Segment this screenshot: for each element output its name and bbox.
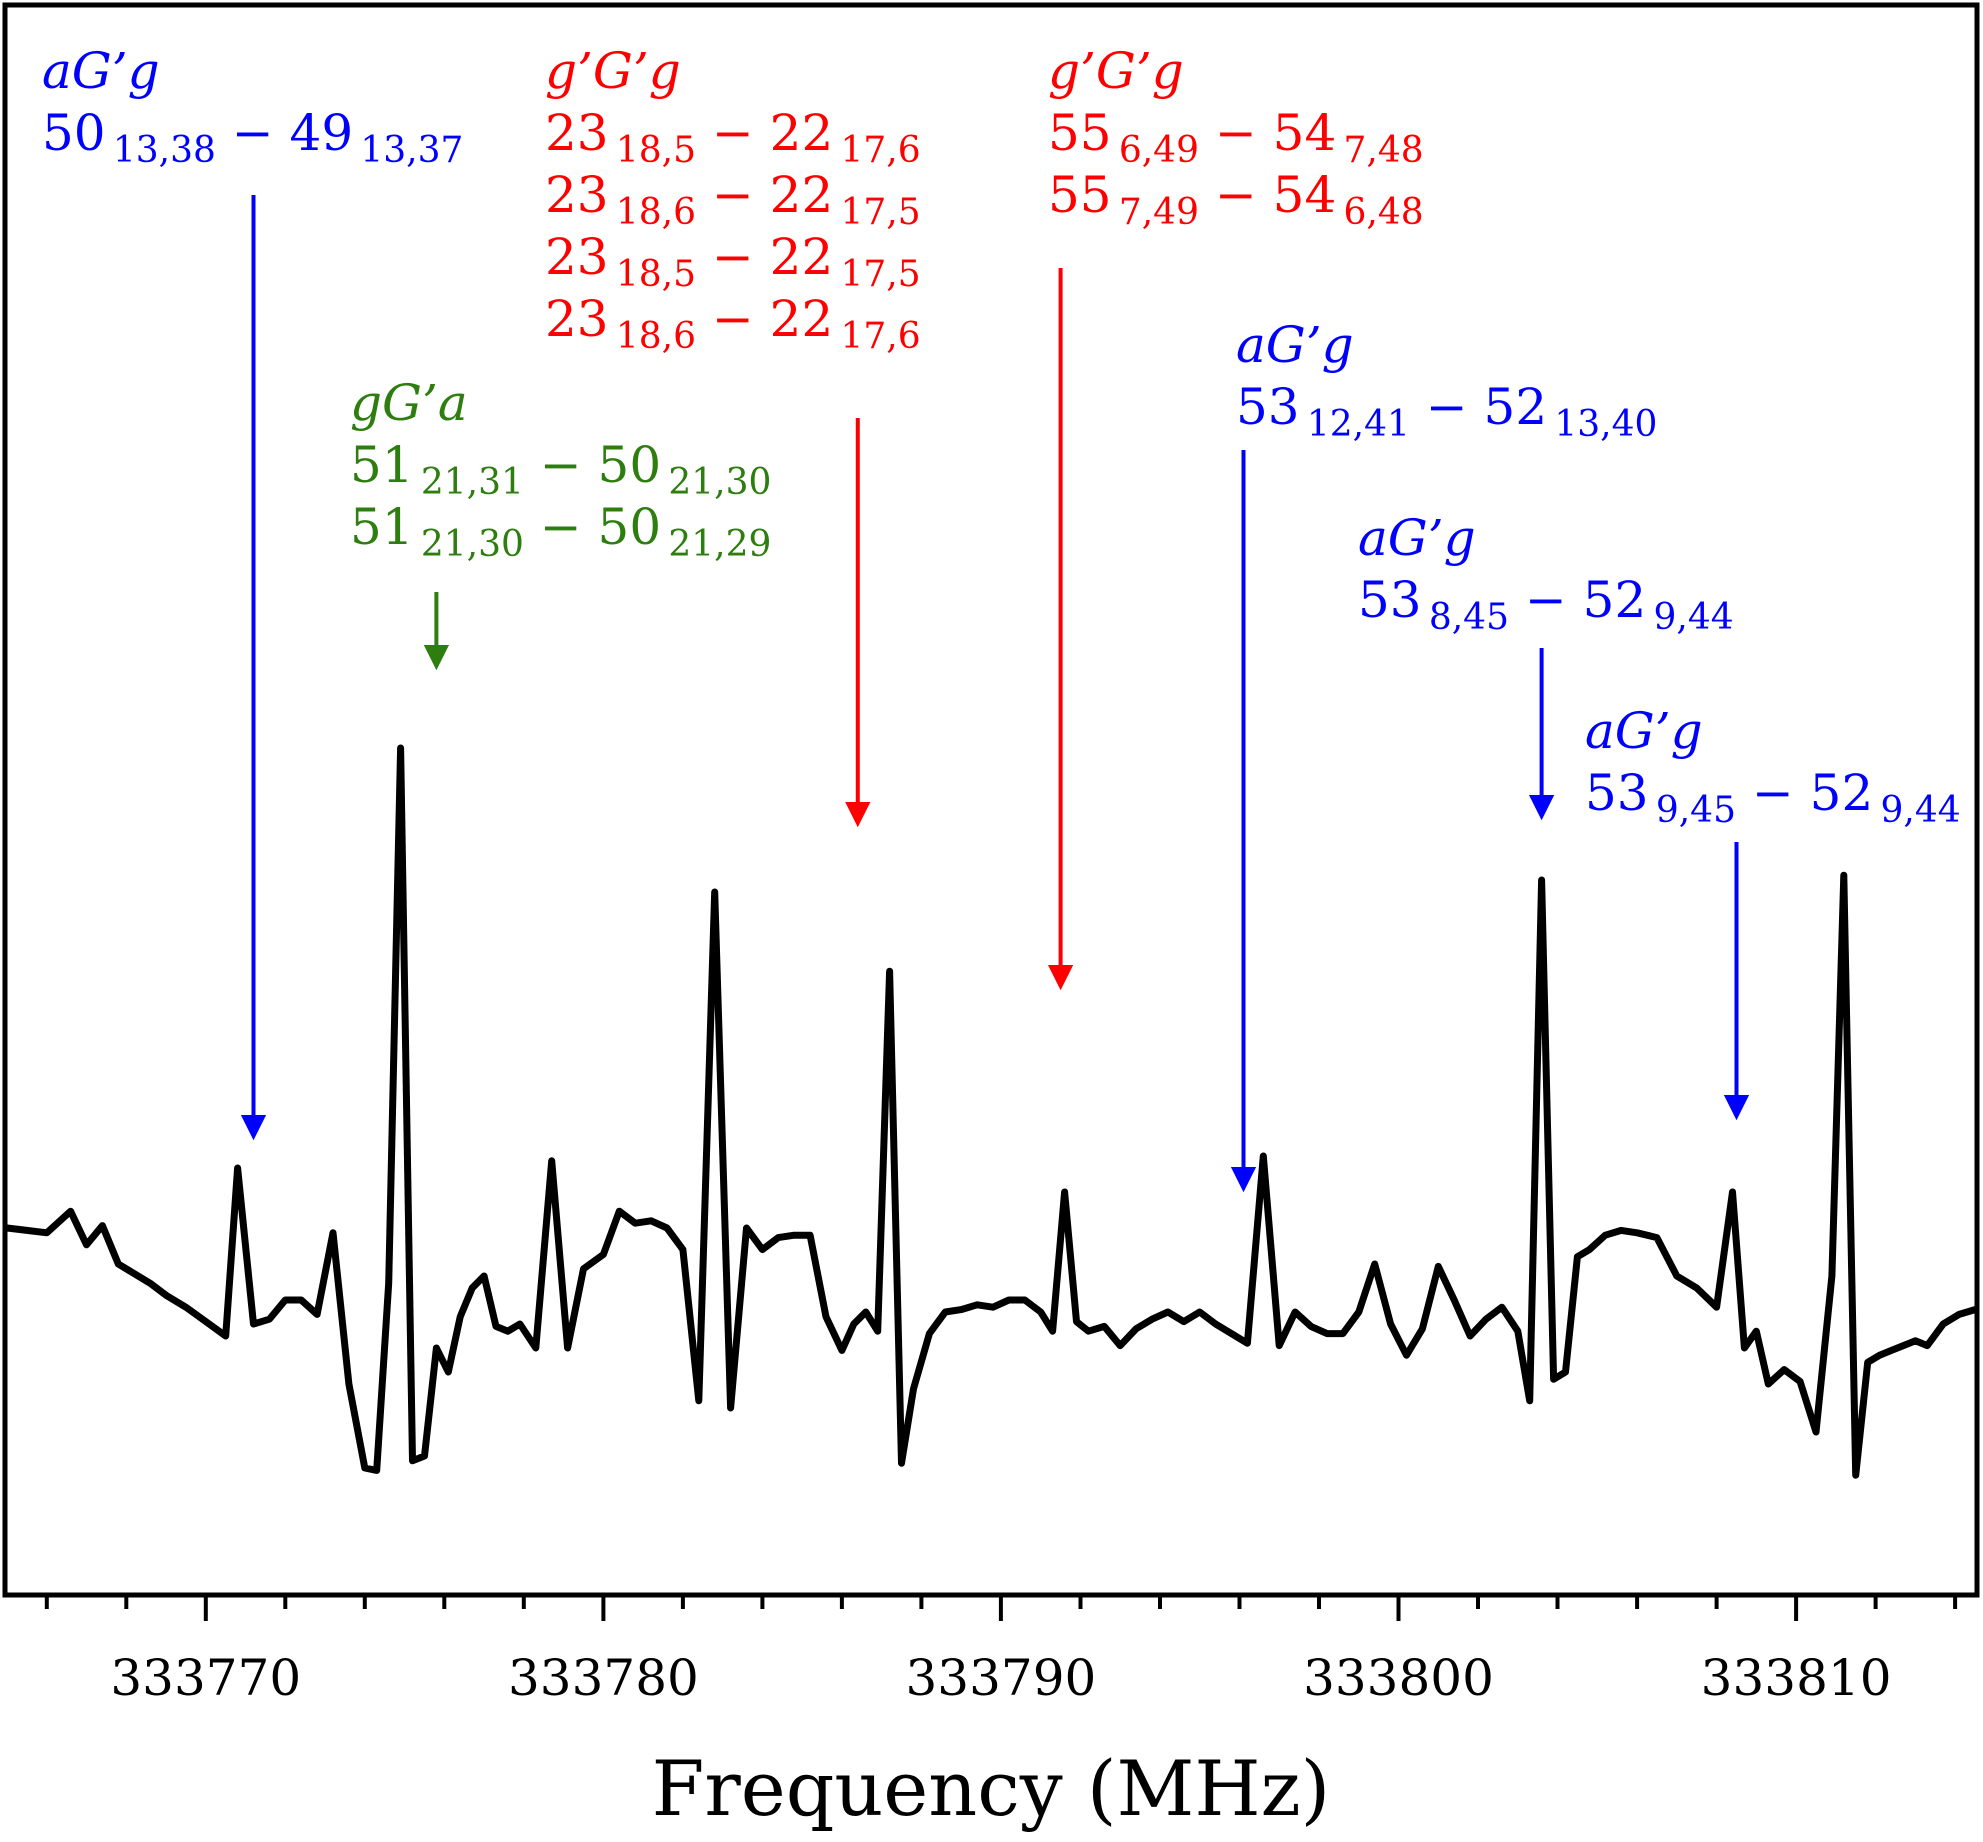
conformer-label: aG’g [1585, 702, 1703, 760]
arrow-head [240, 1115, 267, 1141]
transition-label: 50 13,38 − 49 13,37 [42, 104, 463, 171]
conformer-label: g’G’g [1048, 42, 1184, 100]
conformer-label: aG’g [42, 42, 160, 100]
annotation-group: g’G’g23 18,5 − 22 17,623 18,6 − 22 17,52… [545, 42, 921, 828]
conformer-label: aG’g [1236, 316, 1354, 374]
x-axis-tick-labels: 333770 333780 333790 333800 333810 [110, 1649, 1891, 1707]
arrow-head [1528, 795, 1555, 821]
conformer-label: aG’g [1358, 509, 1476, 567]
annotation-group: aG’g50 13,38 − 49 13,37 [42, 42, 463, 1141]
transition-label: 53 12,41 − 52 13,40 [1236, 378, 1657, 445]
annotation-group: aG’g53 8,45 − 52 9,44 [1358, 509, 1734, 821]
transition-label: 23 18,6 − 22 17,6 [545, 290, 921, 357]
transition-label: 23 18,6 − 22 17,5 [545, 166, 921, 233]
tick-label: 333770 [110, 1649, 301, 1707]
x-axis-ticks [44, 1593, 1958, 1621]
transition-label: 51 21,31 − 50 21,30 [350, 436, 771, 503]
conformer-label: gG’a [350, 374, 468, 432]
tick-label: 333800 [1303, 1649, 1494, 1707]
annotation-group: aG’g53 9,45 − 52 9,44 [1585, 702, 1961, 1121]
arrow-head [1047, 965, 1074, 991]
transition-label: 55 6,49 − 54 7,48 [1048, 104, 1424, 171]
arrow-head [1230, 1167, 1257, 1193]
transition-label: 53 8,45 − 52 9,44 [1358, 571, 1734, 638]
spectrum-trace [3, 744, 1979, 1479]
transition-label: 53 9,45 − 52 9,44 [1585, 764, 1961, 831]
transition-label: 55 7,49 − 54 6,48 [1048, 166, 1424, 233]
arrow-head [423, 645, 450, 671]
transition-label: 23 18,5 − 22 17,6 [545, 104, 921, 171]
tick-label: 333790 [905, 1649, 1096, 1707]
conformer-label: g’G’g [545, 42, 681, 100]
plot-frame [2, 2, 1980, 1598]
tick-label: 333810 [1701, 1649, 1892, 1707]
annotation-group: aG’g53 12,41 − 52 13,40 [1230, 316, 1657, 1193]
transition-label: 23 18,5 − 22 17,5 [545, 228, 921, 295]
tick-label: 333780 [508, 1649, 699, 1707]
arrow-head [845, 802, 871, 828]
transition-label: 51 21,30 − 50 21,29 [350, 498, 771, 565]
arrow-head [1723, 1095, 1750, 1121]
x-axis-title: Frequency (MHz) [652, 1744, 1331, 1833]
